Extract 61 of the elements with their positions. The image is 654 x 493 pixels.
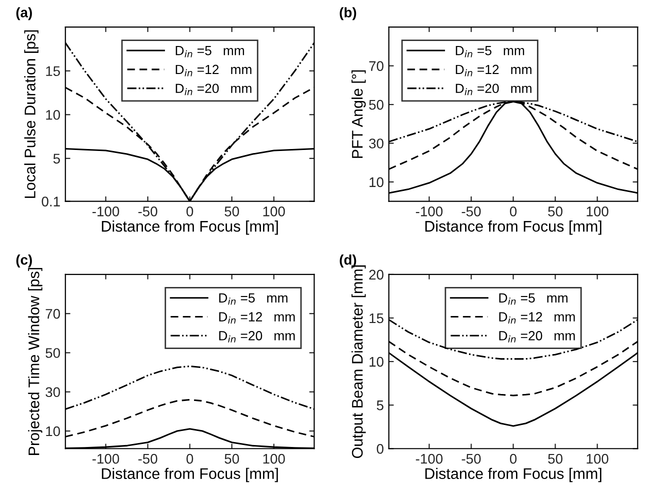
x-tick-label: 100	[263, 454, 285, 464]
legend-label: D$_{in}$ =20 mm	[176, 84, 252, 96]
y-tick-label: 0.1	[42, 196, 60, 206]
x-tick-label: -100	[92, 454, 120, 464]
y-tick-label: 20	[369, 270, 384, 280]
x-axis-title: Distance from Focus [mm]	[102, 468, 278, 482]
x-tick-label: -50	[138, 454, 158, 464]
chart-title: (c)	[16, 254, 32, 268]
legend-label: D$_{in}$ =5 mm	[499, 293, 568, 305]
y-tick-label: 10	[370, 177, 384, 188]
y-tick-label: 70	[369, 61, 384, 71]
x-axis-title: Distance from Focus [mm]	[425, 220, 602, 235]
x-tick-label: -100	[416, 454, 443, 464]
y-tick-label: 5	[376, 400, 384, 410]
y-tick-label: 30	[369, 138, 384, 148]
x-tick-label: 0	[186, 454, 194, 464]
y-tick-label: 50	[369, 100, 384, 110]
x-tick-label: 100	[586, 454, 608, 464]
x-tick-label: 0	[186, 206, 194, 216]
x-axis-title: Distance from Focus [mm]	[102, 220, 278, 235]
legend-label: D$_{in}$ =20 mm	[456, 84, 532, 96]
chart-title: (b)	[340, 7, 356, 20]
y-tick-label: 15	[370, 313, 384, 324]
legend-label: D$_{in}$ =5 mm	[219, 293, 288, 305]
x-tick-label: 50	[548, 206, 562, 216]
y-tick-label: 10	[370, 356, 384, 367]
legend-label: D$_{in}$ =20 mm	[219, 331, 295, 342]
x-tick-label: 0	[510, 454, 517, 464]
y-tick-label: 10	[46, 426, 60, 436]
legend-label: D$_{in}$ =12 mm	[499, 312, 575, 324]
y-tick-label: 15	[46, 66, 60, 76]
y-axis-title: Output Beam Diameter [mm]	[352, 265, 366, 458]
x-tick-label: -50	[462, 206, 481, 216]
y-axis-title: Projected Time Window [ps]	[28, 268, 42, 455]
y-tick-label: 5	[53, 154, 60, 164]
legend-label: D$_{in}$ =12 mm	[456, 64, 532, 76]
legend-label: D$_{in}$ =12 mm	[176, 64, 252, 76]
x-tick-label: -100	[92, 206, 120, 216]
y-tick-label: 10	[46, 110, 60, 120]
legend-label: D$_{in}$ =5 mm	[456, 46, 524, 58]
y-axis-title: Local Pulse Duration [ps]	[24, 30, 38, 198]
legend-label: D$_{in}$ =12 mm	[219, 312, 295, 324]
chart-title: (d)	[340, 254, 356, 268]
y-tick-label: 0	[376, 444, 384, 454]
x-tick-label: -50	[462, 454, 481, 464]
y-tick-label: 30	[46, 387, 60, 398]
x-tick-label: 100	[586, 206, 608, 216]
x-tick-label: 50	[548, 454, 562, 464]
y-tick-label: 50	[46, 348, 60, 358]
chart-title: (a)	[16, 7, 32, 20]
x-axis-title: Distance from Focus [mm]	[425, 468, 602, 482]
x-tick-label: 50	[224, 454, 240, 464]
x-tick-label: 50	[224, 206, 240, 216]
y-tick-label: 70	[46, 308, 60, 319]
legend-label: D$_{in}$ =20 mm	[499, 331, 575, 342]
y-axis-title: PFT Angle [°]	[352, 70, 366, 158]
x-tick-label: 0	[510, 206, 517, 216]
x-tick-label: -50	[138, 206, 158, 216]
x-tick-label: 100	[263, 206, 285, 216]
legend-label: D$_{in}$ =5 mm	[176, 46, 244, 58]
x-tick-label: -100	[416, 206, 443, 216]
